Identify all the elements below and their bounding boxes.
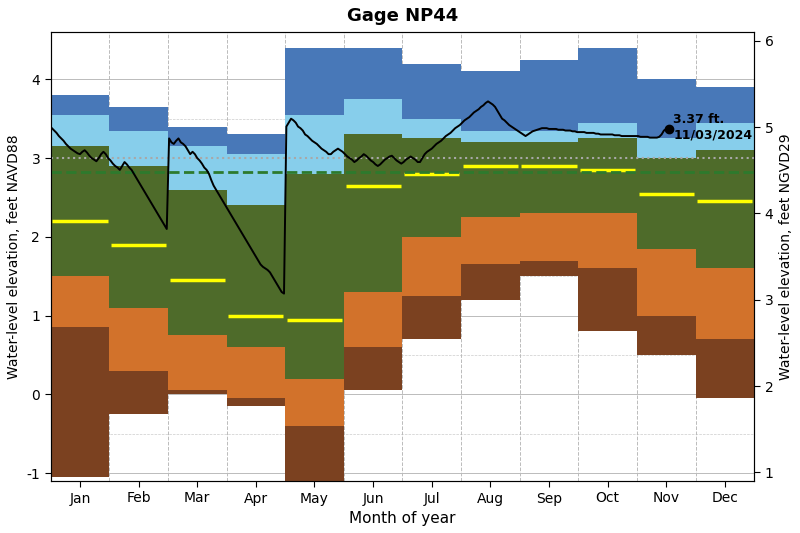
Bar [402, 237, 461, 296]
Bar [520, 261, 578, 276]
Bar [285, 174, 344, 378]
Bar [110, 166, 168, 308]
Bar [344, 99, 402, 134]
Bar [285, 378, 344, 426]
Bar [344, 134, 402, 292]
Bar [461, 71, 520, 131]
Bar [578, 269, 637, 332]
Bar [226, 154, 285, 205]
Bar [344, 48, 402, 99]
Bar [520, 142, 578, 213]
Bar [695, 87, 754, 123]
Bar [110, 308, 168, 371]
Bar [695, 269, 754, 340]
Bar [50, 276, 110, 327]
Bar [226, 347, 285, 398]
Bar [695, 150, 754, 269]
Bar [50, 115, 110, 146]
Bar [168, 127, 226, 146]
Bar [110, 371, 168, 414]
Bar [168, 335, 226, 391]
Bar [402, 139, 461, 237]
Bar [168, 146, 226, 190]
Bar [168, 190, 226, 335]
Bar [578, 213, 637, 269]
Bar [461, 217, 520, 264]
Bar [461, 131, 520, 142]
Bar [110, 131, 168, 166]
Bar [637, 158, 695, 249]
Bar [226, 205, 285, 347]
Bar [110, 107, 168, 131]
Bar [50, 146, 110, 276]
Bar [344, 347, 402, 391]
Bar [402, 63, 461, 119]
Title: Gage NP44: Gage NP44 [347, 7, 458, 25]
Bar [520, 213, 578, 261]
Text: 3.37 ft.
11/03/2024: 3.37 ft. 11/03/2024 [674, 113, 753, 142]
Bar [168, 391, 226, 394]
Bar [461, 264, 520, 300]
Bar [402, 119, 461, 139]
Bar [285, 426, 344, 485]
Bar [578, 139, 637, 213]
Bar [578, 48, 637, 123]
Bar [226, 134, 285, 154]
Bar [637, 316, 695, 355]
Bar [50, 327, 110, 477]
Bar [50, 95, 110, 115]
Bar [285, 115, 344, 174]
X-axis label: Month of year: Month of year [349, 511, 456, 526]
Bar [637, 249, 695, 316]
Bar [520, 131, 578, 142]
Y-axis label: Water-level elevation, feet NGVD29: Water-level elevation, feet NGVD29 [779, 133, 793, 380]
Bar [461, 142, 520, 217]
Bar [402, 296, 461, 340]
Bar [520, 60, 578, 131]
Bar [578, 123, 637, 139]
Y-axis label: Water-level elevation, feet NAVD88: Water-level elevation, feet NAVD88 [7, 134, 21, 379]
Bar [695, 123, 754, 150]
Bar [637, 139, 695, 158]
Bar [344, 292, 402, 347]
Bar [285, 48, 344, 115]
Bar [637, 79, 695, 139]
Bar [226, 398, 285, 406]
Bar [695, 340, 754, 398]
